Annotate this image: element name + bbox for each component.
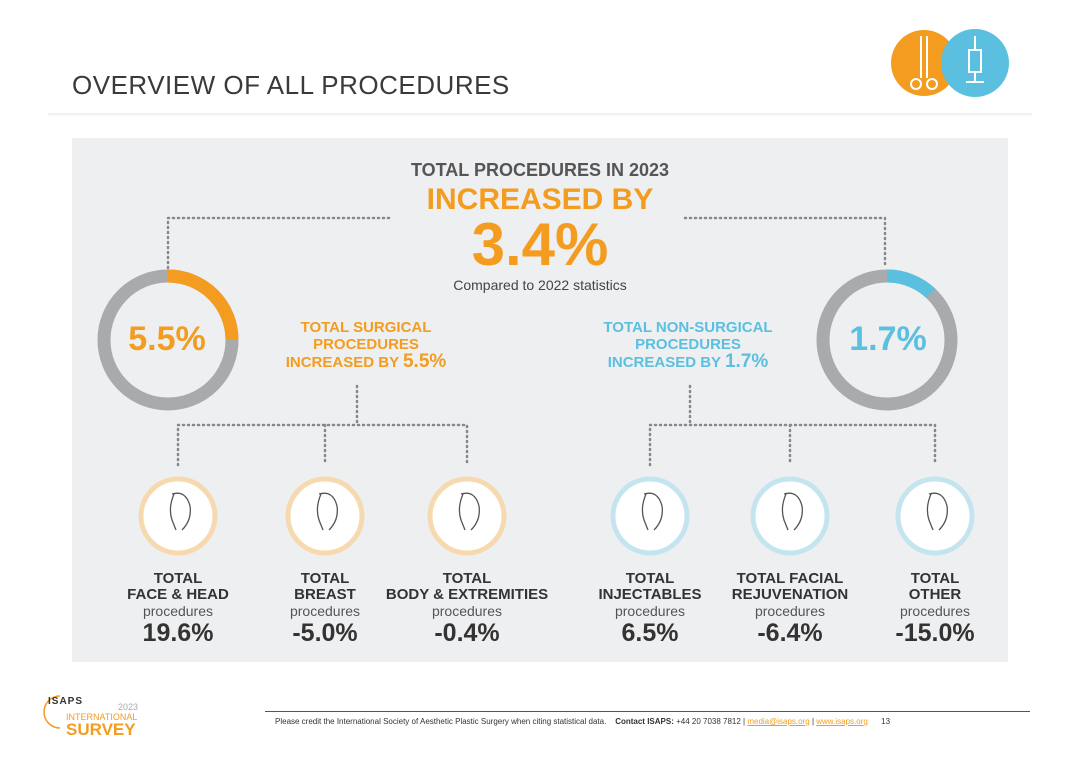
nonsurgical-text-1: TOTAL NON-SURGICAL [603, 319, 773, 336]
surgical-ring [97, 269, 239, 411]
category-procedures: procedures [289, 603, 361, 619]
category-title-1: TOTAL FACIAL [736, 570, 844, 587]
surgical-text-1: TOTAL SURGICAL [300, 319, 432, 336]
category-title-2: BODY & EXTREMITIES [385, 586, 549, 603]
page-number: 13 [881, 717, 891, 726]
category-title-2: FACE & HEAD [127, 586, 229, 603]
category-title-1: TOTAL [442, 570, 492, 587]
summary-heading: TOTAL PROCEDURES IN 2023 [410, 160, 670, 180]
category-value: -15.0% [895, 619, 975, 647]
syringe-icon [941, 29, 1009, 97]
category-procedures: procedures [614, 603, 686, 619]
category-title-1: TOTAL [300, 570, 350, 587]
face-towel-icon [750, 476, 830, 556]
footer-sep: | [809, 717, 817, 726]
breast-icon [285, 476, 365, 556]
category-procedures: procedures [754, 603, 826, 619]
nonsurgical-text-2: PROCEDURES [635, 336, 741, 353]
category-procedures: procedures [899, 603, 971, 619]
footer-email-link[interactable]: media@isaps.org [747, 717, 810, 726]
summary-increased: INCREASED BY [426, 183, 654, 216]
surgical-ring-label: 5.5% [128, 320, 206, 358]
category-3: TOTAL INJECTABLES procedures 6.5% [598, 570, 702, 648]
body-icon [427, 476, 507, 556]
scissors-icon [891, 30, 957, 96]
syringe-icon [610, 476, 690, 556]
category-title-2: OTHER [908, 586, 962, 603]
page-title: OVERVIEW OF ALL PROCEDURES [72, 70, 510, 100]
surgical-text: TOTAL SURGICAL PROCEDURES INCREASED BY 5… [286, 319, 447, 371]
nonsurgical-text-3-value: 1.7% [724, 351, 769, 372]
footer: Please credit the International Society … [275, 717, 890, 726]
summary-value: 3.4% [471, 211, 609, 278]
logo-name: ISAPS [48, 696, 84, 707]
category-title-2: REJUVENATION [731, 586, 849, 603]
surgical-ring-arc [97, 269, 239, 411]
face-profile-icon [895, 476, 975, 556]
footer-credit: Please credit the International Society … [275, 717, 607, 726]
category-value: -5.0% [292, 619, 358, 647]
category-title-2: INJECTABLES [598, 586, 702, 603]
category-procedures: procedures [431, 603, 503, 619]
category-value: -6.4% [757, 619, 823, 647]
header-divider [48, 113, 1032, 117]
nonsurgical-ring-arc [816, 269, 958, 411]
category-value: -0.4% [434, 619, 500, 647]
logo-line1: INTERNATIONAL [66, 712, 138, 722]
isaps-survey-logo: ISAPS 2023 INTERNATIONAL SURVEY [38, 688, 148, 748]
category-title-2: BREAST [294, 586, 356, 603]
footer-web-link[interactable]: www.isaps.org [816, 717, 868, 726]
nonsurgical-text-3: INCREASED BY 1.7% [603, 351, 772, 372]
category-value: 19.6% [142, 619, 214, 647]
footer-divider [265, 711, 1030, 712]
logo-ring-icon [43, 695, 61, 729]
nonsurgical-ring-label: 1.7% [849, 320, 927, 358]
footer-phone: +44 20 7038 7812 | [673, 717, 748, 726]
surgical-text-2: PROCEDURES [313, 336, 419, 353]
summary-note: Compared to 2022 statistics [453, 277, 627, 293]
logo-year: 2023 [118, 702, 139, 712]
category-title-1: TOTAL [625, 570, 675, 587]
category-0: TOTAL FACE & HEAD procedures 19.6% [127, 570, 229, 648]
category-title-1: TOTAL [910, 570, 960, 587]
surgical-text-3-label: INCREASED BY [285, 354, 403, 371]
category-procedures: procedures [142, 603, 214, 619]
surgical-text-3: INCREASED BY 5.5% [285, 351, 447, 372]
surgical-text-3-value: 5.5% [402, 351, 447, 372]
category-1: TOTAL BREAST procedures -5.0% [289, 570, 361, 648]
nonsurgical-ring [816, 269, 958, 411]
category-title-1: TOTAL [153, 570, 203, 587]
category-2: TOTAL BODY & EXTREMITIES procedures -0.4% [385, 570, 549, 648]
nonsurgical-text-3-label: INCREASED BY [607, 354, 725, 371]
nonsurgical-text: TOTAL NON-SURGICAL PROCEDURES INCREASED … [603, 319, 772, 371]
category-value: 6.5% [621, 619, 679, 647]
category-5: TOTAL OTHER procedures -15.0% [895, 570, 975, 648]
footer-contact-label: Contact ISAPS: [615, 717, 674, 726]
logo-line2: SURVEY [66, 720, 136, 739]
face-profile-icon [138, 476, 218, 556]
category-4: TOTAL FACIAL REJUVENATION procedures -6.4% [731, 570, 849, 648]
